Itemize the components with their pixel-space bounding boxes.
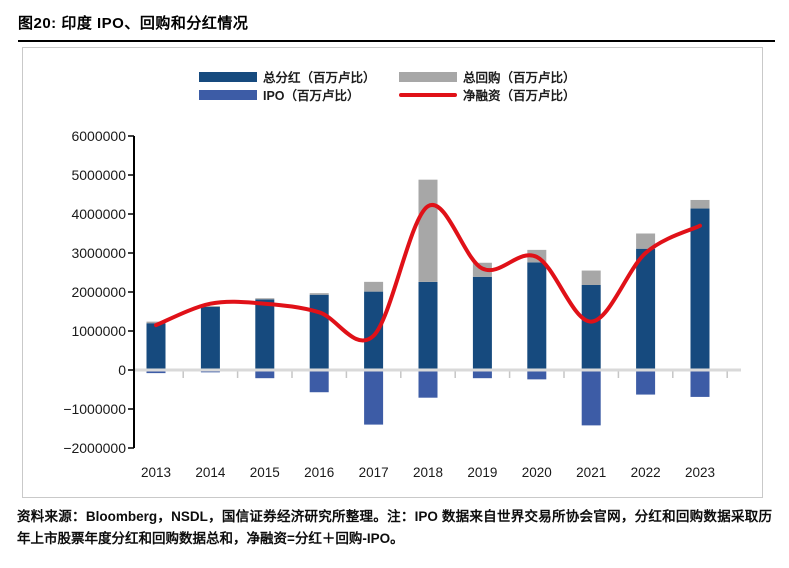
legend-label-net: 净融资（百万卢比） — [463, 89, 576, 103]
y-tick-label: 4000000 — [71, 206, 126, 222]
figure-title: 图20: 印度 IPO、回购和分红情况 — [18, 15, 249, 32]
bar-dividend-2014 — [200, 306, 220, 370]
y-tick-label: 3000000 — [71, 245, 126, 261]
x-tick-label-2021: 2021 — [576, 465, 606, 480]
bar-buyback-2013 — [146, 321, 166, 324]
bar-dividend-2015 — [255, 299, 275, 370]
legend-label-ipo: IPO（百万卢比） — [263, 89, 360, 103]
net-line-swatch-icon — [399, 92, 457, 97]
bar-dividend-2017 — [364, 291, 384, 370]
bar-buyback-2016 — [309, 293, 329, 295]
bar-dividend-2020 — [527, 262, 547, 370]
y-tick-label: 5000000 — [71, 167, 126, 183]
dividend-swatch-icon — [199, 71, 257, 82]
bar-ipo-2021 — [581, 370, 601, 426]
y-tick-label: −2000000 — [63, 440, 126, 456]
legend-item-dividend: 总分红（百万卢比） — [199, 67, 376, 86]
bar-buyback-2021 — [581, 270, 601, 285]
bar-ipo-2018 — [418, 370, 438, 398]
ipo-swatch-icon — [199, 89, 257, 100]
bar-ipo-2016 — [309, 370, 329, 393]
x-tick-label-2015: 2015 — [250, 465, 280, 480]
bar-buyback-2022 — [636, 233, 656, 249]
bar-ipo-2013 — [146, 370, 166, 374]
chart-plot: 6000000 5000000 4000000 3000000 2000000 10000… — [63, 128, 741, 480]
bar-dividend-2018 — [418, 281, 438, 370]
y-tick-label: −1000000 — [63, 401, 126, 417]
bar-buyback-2017 — [364, 281, 384, 292]
bar-ipo-2015 — [255, 370, 275, 379]
bar-buyback-2014 — [200, 306, 220, 307]
bar-buyback-2018 — [418, 179, 438, 282]
x-tick-label-2019: 2019 — [467, 465, 497, 480]
bar-ipo-2022 — [636, 370, 656, 395]
bar-ipo-2020 — [527, 370, 547, 380]
y-tick-label: 2000000 — [71, 284, 126, 300]
bar-buyback-2023 — [690, 199, 710, 209]
legend-label-dividend: 总分红（百万卢比） — [263, 71, 376, 85]
y-tick-label: 1000000 — [71, 323, 126, 339]
legend-label-buyback: 总回购（百万卢比） — [463, 71, 576, 85]
bar-dividend-2019 — [472, 276, 492, 370]
bar-dividend-2013 — [146, 323, 166, 370]
x-tick-label-2013: 2013 — [141, 465, 171, 480]
bar-dividend-2016 — [309, 294, 329, 370]
x-tick-label-2017: 2017 — [359, 465, 389, 480]
bar-buyback-2015 — [255, 298, 275, 300]
bar-ipo-2019 — [472, 370, 492, 379]
x-tick-label-2016: 2016 — [304, 465, 334, 480]
legend-item-buyback: 总回购（百万卢比） — [399, 67, 576, 86]
source-footnote: 资料来源：Bloomberg，NSDL，国信证券经济研究所整理。注：IPO 数据… — [17, 509, 772, 546]
y-tick-label: 6000000 — [71, 128, 126, 144]
bar-dividend-2023 — [690, 208, 710, 370]
title-underline — [18, 40, 775, 42]
legend-item-net: 净融资（百万卢比） — [399, 85, 576, 104]
chart-container: 总分红（百万卢比） 总回购（百万卢比） IPO（百万卢比） 净融资（百万卢比） … — [22, 47, 763, 498]
bar-dividend-2021 — [581, 284, 601, 370]
x-tick-label-2014: 2014 — [195, 465, 226, 480]
buyback-swatch-icon — [399, 71, 457, 82]
y-tick-label: 0 — [118, 362, 126, 378]
bar-ipo-2023 — [690, 370, 710, 397]
x-tick-label-2018: 2018 — [413, 465, 443, 480]
x-tick-label-2022: 2022 — [631, 465, 661, 480]
x-tick-label-2020: 2020 — [522, 465, 552, 480]
bar-dividend-2022 — [636, 248, 656, 370]
net-financing-line — [154, 203, 702, 343]
bar-ipo-2017 — [364, 370, 384, 425]
legend-item-ipo: IPO（百万卢比） — [199, 85, 360, 104]
x-tick-label-2023: 2023 — [685, 465, 715, 480]
